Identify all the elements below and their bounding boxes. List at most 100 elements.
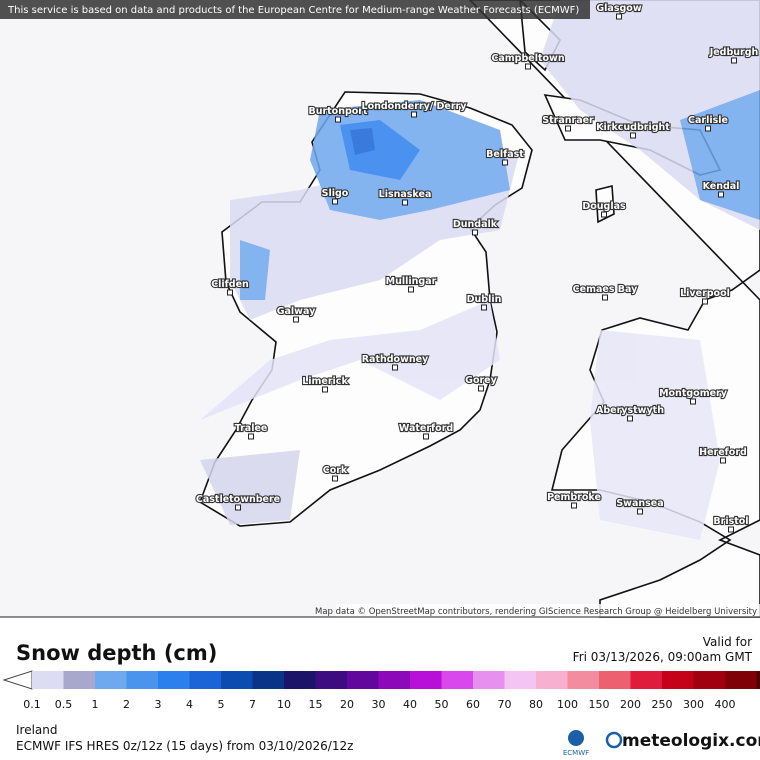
place-marker — [690, 398, 696, 405]
place-marker — [720, 457, 726, 464]
scale-label: 400 — [715, 698, 736, 711]
place-label: Jedburgh — [709, 47, 759, 58]
place-marker — [602, 294, 608, 301]
scale-swatch — [725, 671, 757, 689]
scale-swatch — [63, 671, 95, 689]
scale-label: 250 — [652, 698, 673, 711]
valid-time: Fri 03/13/2026, 09:00am GMT — [573, 650, 753, 664]
place-marker — [601, 211, 607, 218]
scale-label: 70 — [498, 698, 512, 711]
scale-label: 80 — [529, 698, 543, 711]
scale-swatch — [536, 671, 568, 689]
model-info: ECMWF IFS HRES 0z/12z (15 days) from 03/… — [16, 739, 353, 753]
scale-swatch — [441, 671, 473, 689]
scale-swatch — [284, 671, 316, 689]
place-label: Stranraer — [542, 115, 594, 126]
place-label: Gorey — [465, 375, 497, 386]
region: Ireland — [16, 723, 58, 737]
place-marker — [731, 57, 737, 64]
place-label: Dublin — [467, 294, 502, 305]
scale-label: 7 — [249, 698, 256, 711]
attribution-bg — [336, 604, 760, 617]
banner: This service is based on data and produc… — [7, 5, 579, 16]
place-label: Bristol — [713, 516, 748, 527]
scale-swatch — [567, 671, 599, 689]
scale-swatch — [158, 671, 190, 689]
place-marker — [392, 364, 398, 371]
scale-swatch — [693, 671, 725, 689]
place-label: Limerick — [302, 376, 348, 387]
scale-label: 20 — [340, 698, 354, 711]
place-marker — [637, 508, 643, 515]
brand-logo — [605, 731, 623, 749]
scale-label: 0.5 — [55, 698, 73, 711]
place-label: Clifden — [211, 279, 249, 290]
scale-swatch — [95, 671, 127, 689]
scale-swatch — [378, 671, 410, 689]
place-marker — [332, 198, 338, 205]
place-marker — [332, 475, 338, 482]
place-label: Glasgow — [596, 3, 641, 14]
place-label: Hereford — [699, 447, 747, 458]
place-label: Cork — [323, 465, 348, 476]
place-marker — [423, 433, 429, 440]
scale-swatch — [221, 671, 253, 689]
scale-label: 40 — [403, 698, 417, 711]
place-marker — [481, 304, 487, 311]
scale-label: 150 — [589, 698, 610, 711]
place-marker — [525, 63, 531, 70]
place-marker — [248, 433, 254, 440]
place-label: Douglas — [582, 201, 626, 212]
attribution: Map data © OpenStreetMap contributors, r… — [315, 607, 757, 617]
scale-swatch — [504, 671, 536, 689]
scale-swatch — [189, 671, 221, 689]
color-scale: 0.1 0.5 1 2 3 4 5 7 10 15 20 30 40 50 60 70 80 100 150 200 2… — [2, 670, 760, 711]
place-marker — [630, 132, 636, 139]
scale-swatch — [347, 671, 379, 689]
scale-label: 15 — [309, 698, 323, 711]
place-label: Campbeltown — [491, 53, 564, 64]
place-label: Sligo — [322, 188, 349, 199]
place-label: Kendal — [703, 181, 740, 192]
place-label: Cemaes Bay — [573, 284, 638, 295]
snow-shading — [200, 0, 760, 540]
place-label: Londonderry/ Derry — [362, 101, 468, 112]
ecmwf-logo — [568, 730, 584, 746]
scale-swatch — [630, 671, 662, 689]
place-marker — [411, 111, 417, 118]
place-label: Lisnaskea — [379, 189, 432, 200]
scale-label: 3 — [155, 698, 162, 711]
scale-label: 1 — [92, 698, 99, 711]
scale-high-arrow — [756, 671, 760, 689]
place-marker — [616, 13, 622, 20]
place-label: Liverpool — [680, 288, 730, 299]
scale-swatch — [599, 671, 631, 689]
place-label: Galway — [277, 306, 316, 317]
place-label: Mullingar — [386, 276, 437, 287]
place-label: Pembroke — [547, 492, 601, 503]
place-label: Castletownbere — [196, 494, 280, 505]
place-marker — [571, 502, 577, 509]
place-marker — [478, 385, 484, 392]
place-label: Aberystwyth — [596, 405, 664, 416]
scale-swatch — [126, 671, 158, 689]
place-marker — [322, 386, 328, 393]
place-marker — [565, 125, 571, 132]
scale-swatch — [315, 671, 347, 689]
place-label: Belfast — [486, 149, 524, 160]
place-label: Waterford — [399, 423, 453, 434]
place-marker — [502, 159, 508, 166]
scale-swatch — [662, 671, 694, 689]
scale-label: 30 — [372, 698, 386, 711]
scale-label: 5 — [218, 698, 225, 711]
scale-label: 50 — [435, 698, 449, 711]
scale-swatch — [473, 671, 505, 689]
place-marker — [293, 316, 299, 323]
scale-label: 200 — [620, 698, 641, 711]
scale-swatch — [410, 671, 442, 689]
place-label: Tralee — [235, 423, 268, 434]
scale-swatch — [252, 671, 284, 689]
place-marker — [705, 125, 711, 132]
place-label: Rathdowney — [362, 354, 429, 365]
